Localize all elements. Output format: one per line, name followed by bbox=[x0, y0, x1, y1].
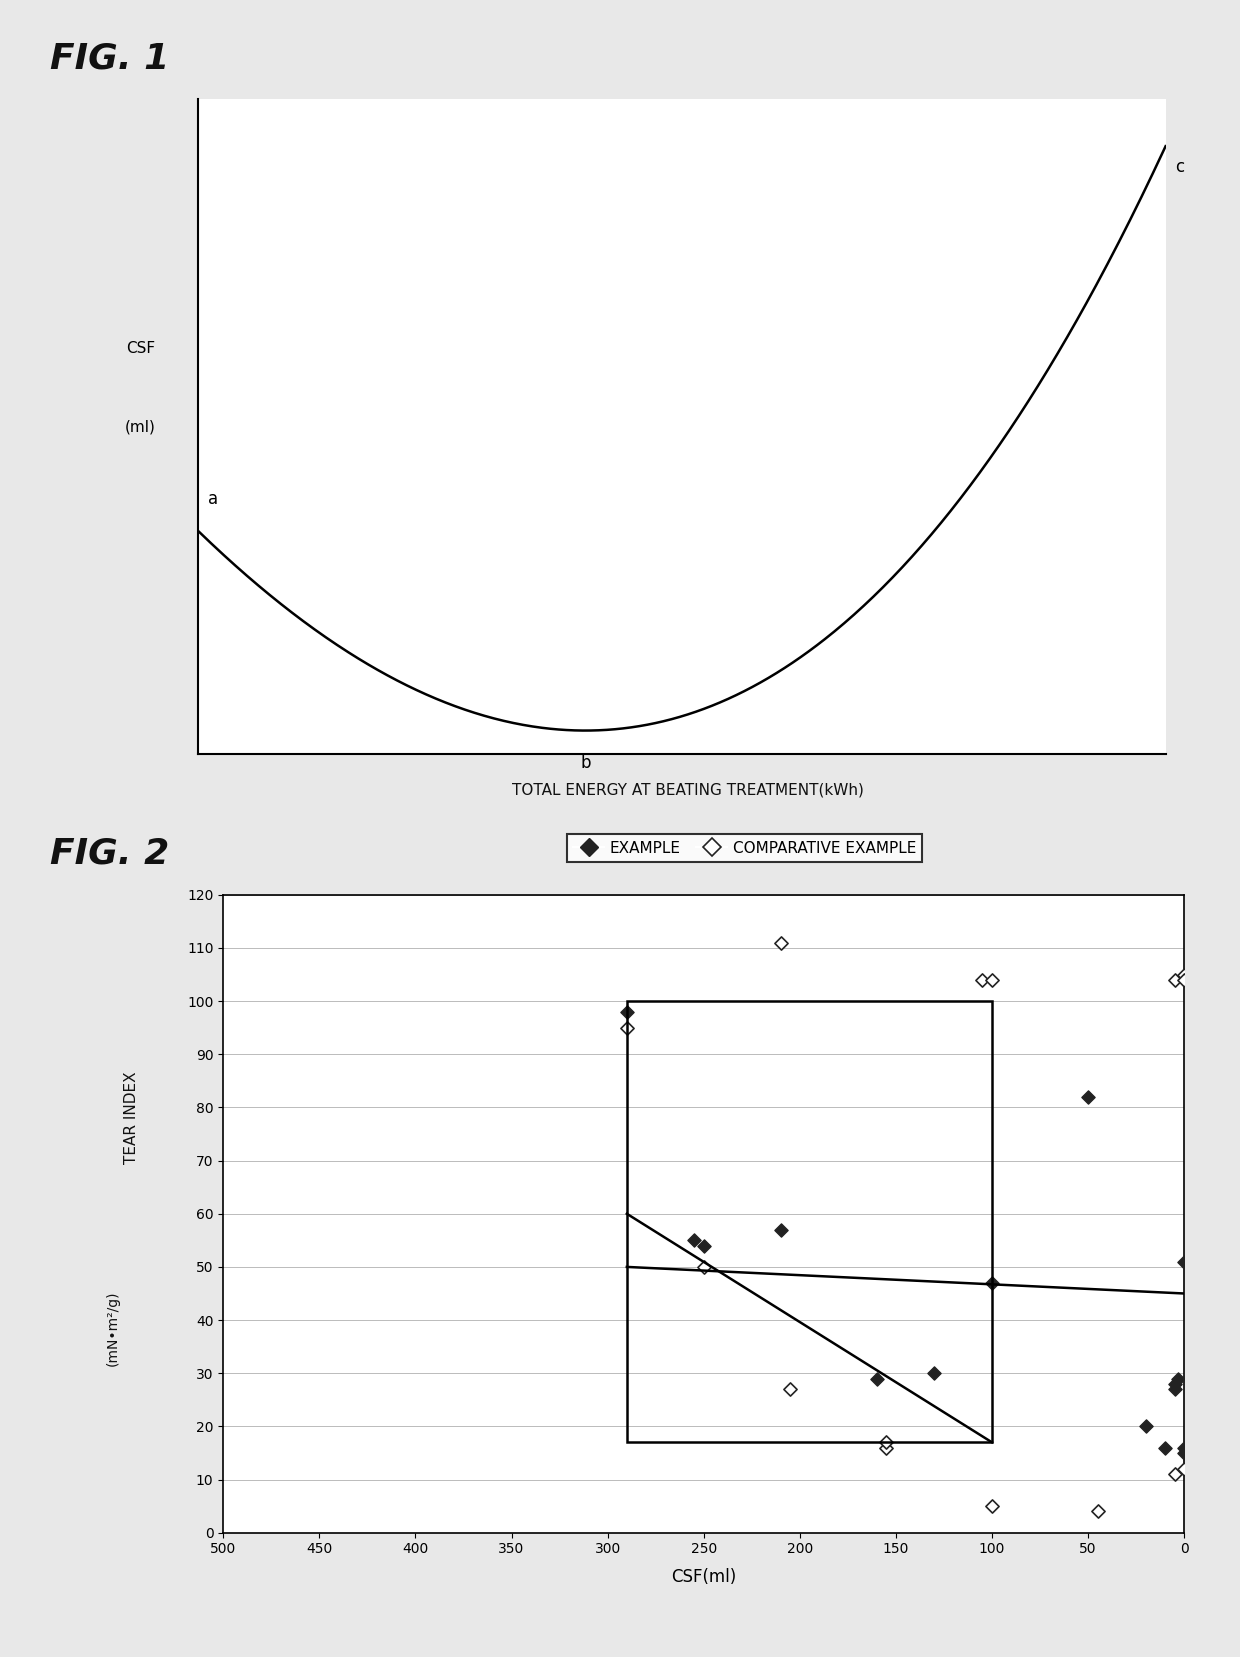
Point bbox=[1164, 1375, 1184, 1402]
Point bbox=[694, 1254, 714, 1281]
Point bbox=[1174, 1248, 1194, 1274]
Point bbox=[618, 1014, 637, 1041]
Point bbox=[694, 1233, 714, 1259]
Point bbox=[1164, 1461, 1184, 1488]
Text: CSF: CSF bbox=[125, 341, 155, 356]
Point bbox=[1164, 1370, 1184, 1397]
Text: b: b bbox=[580, 754, 591, 772]
Text: a: a bbox=[208, 490, 218, 507]
X-axis label: CSF(ml): CSF(ml) bbox=[671, 1568, 737, 1586]
Point bbox=[1174, 1435, 1194, 1461]
Text: FIG. 2: FIG. 2 bbox=[50, 837, 169, 872]
Point bbox=[618, 999, 637, 1026]
Point bbox=[972, 966, 992, 993]
Text: c: c bbox=[1176, 157, 1184, 176]
Point bbox=[1174, 1440, 1194, 1466]
Point bbox=[1164, 966, 1184, 993]
Point bbox=[1087, 1498, 1107, 1524]
Text: FIG. 1: FIG. 1 bbox=[50, 41, 169, 76]
Point bbox=[877, 1435, 897, 1461]
Point bbox=[771, 1216, 791, 1243]
Point bbox=[780, 1375, 800, 1402]
Text: TOTAL ENERGY AT BEATING TREATMENT(kWh): TOTAL ENERGY AT BEATING TREATMENT(kWh) bbox=[512, 782, 864, 797]
Point bbox=[1174, 961, 1194, 988]
Point bbox=[1079, 1084, 1099, 1110]
Point bbox=[925, 1360, 945, 1387]
Point bbox=[1156, 1435, 1176, 1461]
Legend: EXAMPLE, COMPARATIVE EXAMPLE: EXAMPLE, COMPARATIVE EXAMPLE bbox=[567, 835, 923, 862]
Point bbox=[771, 930, 791, 956]
Text: (ml): (ml) bbox=[125, 419, 156, 434]
Point bbox=[1168, 1365, 1188, 1392]
Point bbox=[982, 1493, 1002, 1519]
Point bbox=[1174, 1457, 1194, 1481]
Point bbox=[867, 1365, 887, 1392]
Text: (mN•m²/g): (mN•m²/g) bbox=[105, 1291, 120, 1367]
Point bbox=[982, 1269, 1002, 1296]
Text: TEAR INDEX: TEAR INDEX bbox=[124, 1072, 139, 1165]
Bar bbox=[626, 1001, 992, 1442]
Point bbox=[684, 1228, 704, 1254]
Point bbox=[982, 966, 1002, 993]
Point bbox=[1174, 966, 1194, 993]
Point bbox=[877, 1428, 897, 1455]
Point bbox=[1136, 1413, 1156, 1440]
